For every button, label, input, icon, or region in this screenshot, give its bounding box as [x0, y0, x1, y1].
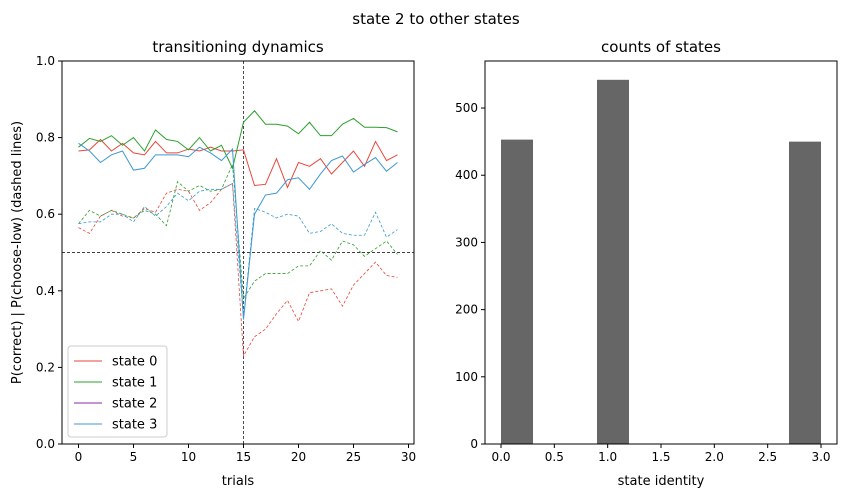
x-tick-label: 2.5 [758, 450, 777, 464]
y-tick-label: 0 [470, 437, 478, 451]
y-tick-label: 200 [455, 303, 478, 317]
x-tick-label: 30 [401, 450, 416, 464]
x-tick-label: 10 [181, 450, 196, 464]
legend-box [67, 345, 168, 438]
y-axis-label: P(correct) | P(choose-low) (dashed lines… [10, 121, 25, 384]
legend-label: state 1 [112, 376, 157, 391]
x-tick-label: 5 [130, 450, 138, 464]
bar-state-1 [597, 79, 629, 445]
y-tick-label: 0.8 [36, 131, 55, 145]
series-line-state-0 [78, 138, 398, 189]
x-tick-label: 1.0 [598, 450, 617, 464]
x-axis-label: trials [222, 474, 255, 489]
y-tick-label: 300 [455, 235, 478, 249]
x-tick-label: 3.0 [811, 450, 830, 464]
y-tick-label: 100 [455, 370, 478, 384]
x-tick-label: 2.0 [705, 450, 724, 464]
bar-state-0 [501, 139, 533, 444]
legend: state 0 state 1 state 2 state 3 [67, 345, 168, 438]
x-tick-label: 1.5 [651, 450, 670, 464]
bar-chart-title: counts of states [601, 38, 721, 56]
legend-label: state 2 [112, 397, 157, 412]
y-tick-label: 0.2 [36, 360, 55, 374]
y-tick-label: 0.4 [36, 284, 55, 298]
bar-chart-panel: counts of states 0.0 0.5 1.0 1.5 2.0 2.5 3.0 0 10… [455, 38, 838, 489]
legend-label: state 3 [112, 418, 157, 433]
series-line-state-3 [78, 142, 398, 320]
x-axis-label: state identity [618, 474, 705, 489]
line-chart-title: transitioning dynamics [152, 38, 324, 56]
x-tick-label: 0.0 [491, 450, 510, 464]
legend-label: state 0 [112, 355, 157, 370]
y-tick-label: 0.0 [36, 437, 55, 451]
y-tick-label: 400 [455, 168, 478, 182]
line-chart-panel: transitioning dynamics 0 5 10 15 20 25 30 0.0 0.2… [10, 38, 416, 489]
x-tick-label: 0 [75, 450, 83, 464]
bar-state-2 [789, 141, 821, 444]
y-tick-label: 1.0 [36, 54, 55, 68]
x-tick-label: 20 [291, 450, 306, 464]
x-tick-label: 25 [346, 450, 361, 464]
series-dashed-line-state-0 [78, 182, 398, 358]
line-chart-frame [61, 60, 415, 445]
series-line-state-1 [78, 110, 398, 170]
x-tick-label: 0.5 [545, 450, 564, 464]
series-dashed-line-state-3 [78, 182, 398, 318]
y-tick-label: 500 [455, 101, 478, 115]
y-tick-label: 0.6 [36, 207, 55, 221]
x-tick-label: 15 [236, 450, 251, 464]
figure-suptitle: state 2 to other states [352, 10, 520, 28]
bar-chart-frame [484, 60, 838, 445]
